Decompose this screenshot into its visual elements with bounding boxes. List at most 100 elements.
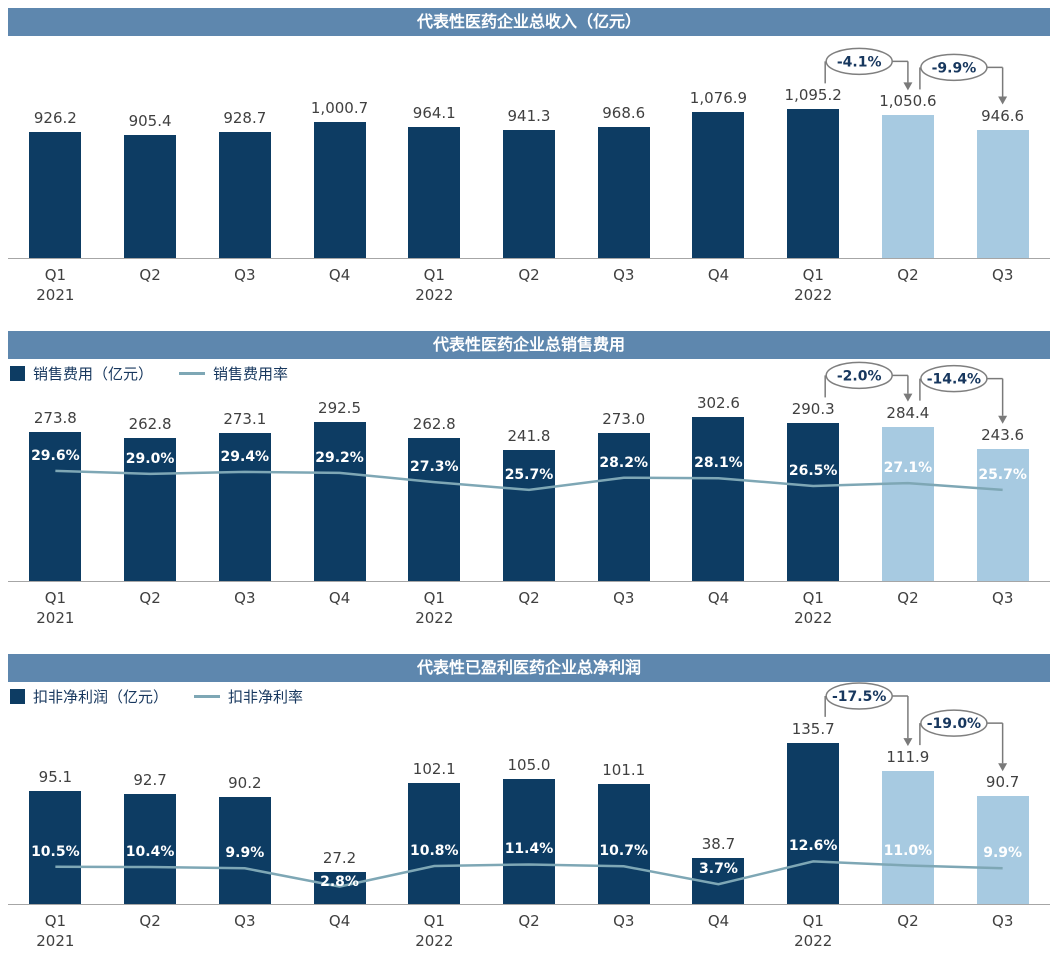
bar-q1-4 [408,127,461,258]
year-label [671,608,766,628]
rate-value-label: 26.5% [788,463,838,479]
x-axis-tick: Q1 2022 [387,265,482,305]
legend-item-bar: 销售费用（亿元） [10,363,153,384]
x-axis-tick: Q3 [197,265,292,305]
bar-value-label: 262.8 [128,415,172,434]
change-annotation-label: -17.5% [832,689,886,705]
arrow-down-icon [903,393,913,402]
bar-q2-5 [503,130,555,258]
revenue-plot-area: -4.1% -9.9% 926.2 905.4 928.7 1,000.7 964.1 941… [8,36,1050,259]
sales-expense-plot-area: -2.0% -14.4% 273.8 262.8 273.1 292.5 262.8 241.… [8,359,1050,582]
arrow-down-icon [903,738,913,747]
quarter-label: Q4 [707,266,730,284]
sales-expense-x-axis: Q1 2021 Q2 Q3 Q4 Q1 2022 Q2 Q3 Q4 Q1 2022 Q2 Q3 [8,588,1050,628]
quarter-label: Q4 [328,912,351,930]
rate-value-label: 28.2% [599,454,648,471]
quarter-label: Q2 [518,266,540,284]
legend-item-line: 销售费用率 [179,363,288,384]
bar-q2-9 [881,115,934,258]
bar-value-label: 111.9 [886,748,930,767]
arrow-down-icon [903,82,913,91]
quarter-label: Q3 [613,266,635,284]
x-axis-tick: Q2 [103,265,198,305]
year-label [482,931,577,951]
quarter-label: Q1 [802,589,824,607]
bar-value-label: 1,050.6 [879,92,937,111]
year-label [197,285,292,305]
bar-value-label: 926.2 [33,109,77,128]
legend-label: 销售费用率 [213,365,289,383]
rate-value-label: 27.1% [883,460,933,477]
x-axis-tick: Q3 [197,588,292,628]
bar-value-label: 941.3 [507,107,551,126]
bar-value-label: 243.6 [981,425,1025,444]
bar-value-label: 1,095.2 [784,86,842,105]
bar-value-label: 928.7 [223,108,267,127]
quarter-label: Q4 [328,266,351,284]
year-label [292,931,387,951]
quarter-label: Q4 [707,912,730,930]
rate-value-label: 9.9% [225,845,265,862]
year-label [576,608,671,628]
bar-value-label: 105.0 [507,756,551,775]
quarter-label: Q1 [423,266,445,284]
bar-value-label: 302.6 [696,393,740,412]
legend-label: 销售费用（亿元） [33,365,154,383]
quarter-label: Q2 [518,589,540,607]
year-label [103,931,198,951]
x-axis-tick: Q3 [576,588,671,628]
bar-value-label: 262.8 [412,415,456,434]
bar-value-label: 290.3 [791,400,835,419]
year-label [955,931,1050,951]
change-annotation-oval [825,47,893,76]
bar-q2-9 [881,771,934,904]
x-axis-tick: Q3 [955,588,1050,628]
quarter-label: Q4 [328,589,351,607]
bar-swatch-icon [10,366,25,381]
bar-q1-4 [408,438,461,581]
bar-value-label: 95.1 [38,768,73,787]
quarter-label: Q2 [139,266,161,284]
year-label [197,608,292,628]
bar-value-label: 968.6 [602,103,646,122]
change-annotation-oval [920,709,988,737]
rate-value-label: 10.4% [125,844,175,861]
quarter-label: Q2 [518,912,540,930]
rate-value-label: 10.5% [31,843,80,860]
arrow-down-icon [998,415,1008,424]
bar-value-label: 964.1 [412,104,456,123]
quarter-label: Q1 [423,912,445,930]
quarter-label: Q2 [897,266,919,284]
bar-value-label: 273.0 [602,409,646,428]
bar-value-label: 92.7 [133,770,167,789]
x-axis-tick: Q2 [861,265,956,305]
rate-value-label: 10.7% [599,843,648,860]
x-axis-tick: Q4 [292,265,387,305]
bar-q1-8 [787,742,840,904]
bar-q4-7 [692,111,745,258]
quarter-label: Q3 [613,589,635,607]
bar-value-label: 1,000.7 [310,99,369,118]
bar-q4-7 [692,416,745,581]
legend-label: 扣非净利率 [228,688,304,706]
year-label [955,285,1050,305]
rate-value-label: 12.6% [788,838,838,855]
bar-value-label: 102.1 [412,759,456,778]
bar-q4-3 [313,422,366,581]
change-annotation-label: -4.1% [837,54,882,70]
quarter-label: Q2 [139,912,161,930]
legend-item-line: 扣非净利率 [194,686,303,707]
rate-value-label: 25.7% [978,466,1027,483]
bar-value-label: 27.2 [322,848,357,867]
arrow-down-icon [998,96,1008,105]
bar-q4-3 [313,122,366,258]
x-axis-tick: Q2 [482,588,577,628]
year-label: 2021 [36,609,75,627]
bar-value-label: 90.7 [985,773,1020,792]
net-profit-title-bar: 代表性已盈利医药企业总净利润 [8,654,1050,682]
x-axis-tick: Q1 2022 [387,911,482,951]
x-axis-tick: Q2 [482,265,577,305]
revenue-title-bar: 代表性医药企业总收入（亿元） [8,8,1050,36]
line-swatch-icon [194,695,221,698]
year-label: 2022 [794,932,833,950]
